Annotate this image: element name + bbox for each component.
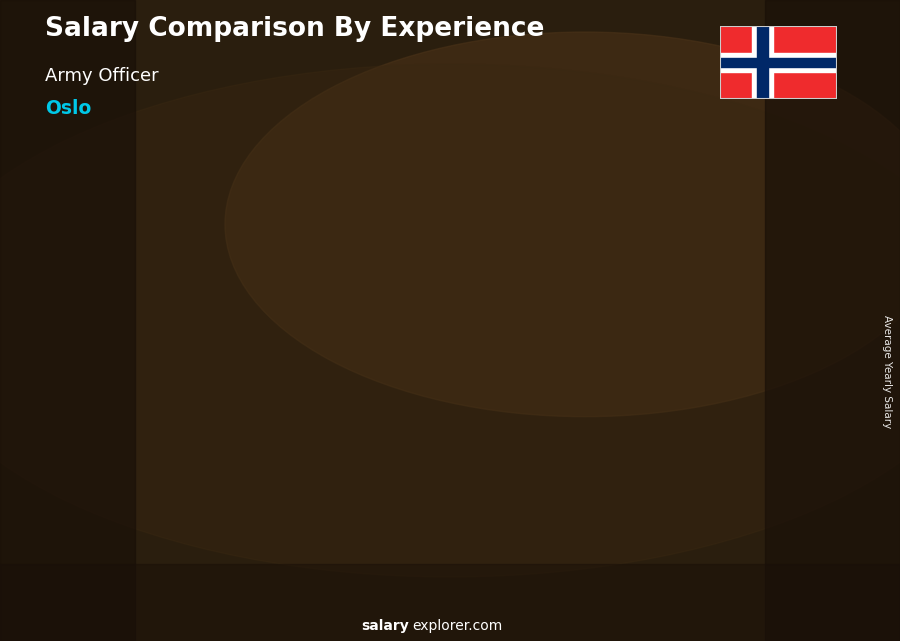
Text: explorer.com: explorer.com (412, 619, 502, 633)
Text: Average Yearly Salary: Average Yearly Salary (881, 315, 892, 428)
Bar (610, 0, 668, 253)
Text: Salary Comparison By Experience: Salary Comparison By Experience (45, 16, 544, 42)
Text: 717,000 NOK: 717,000 NOK (464, 250, 551, 263)
Text: 782,000 NOK: 782,000 NOK (595, 224, 683, 237)
Bar (665, 247, 673, 558)
Bar (765, 0, 900, 641)
Text: 398,000 NOK: 398,000 NOK (199, 376, 287, 390)
Bar (472, 272, 541, 558)
Bar (341, 324, 410, 558)
Text: 588,000 NOK: 588,000 NOK (331, 301, 418, 314)
Ellipse shape (225, 32, 900, 417)
Bar (0, 0, 135, 641)
Bar (346, 94, 404, 328)
Text: Army Officer: Army Officer (45, 67, 158, 85)
Text: +9%: +9% (548, 176, 598, 196)
Text: 298,000 NOK: 298,000 NOK (68, 416, 155, 429)
Text: salary: salary (362, 619, 410, 633)
Bar (76, 439, 85, 558)
Bar (797, 221, 806, 558)
Bar (605, 247, 613, 558)
Text: Oslo: Oslo (45, 99, 91, 119)
Bar (401, 324, 410, 558)
Bar (341, 324, 349, 558)
Text: 846,000 NOK: 846,000 NOK (727, 199, 814, 212)
Bar (209, 399, 217, 558)
Bar (478, 0, 536, 278)
Bar (137, 439, 145, 558)
Bar (533, 272, 541, 558)
Bar (720, 53, 837, 72)
Bar (742, 0, 800, 228)
Text: +22%: +22% (410, 202, 472, 221)
Bar (720, 58, 837, 67)
Bar (737, 221, 806, 558)
Bar (82, 323, 140, 442)
Bar (209, 399, 277, 558)
Bar (76, 439, 145, 558)
Bar (752, 26, 773, 99)
Bar (472, 272, 481, 558)
Bar (0, 564, 900, 641)
Bar (605, 247, 673, 558)
Text: +8%: +8% (680, 151, 730, 170)
Bar (214, 244, 272, 403)
Text: +48%: +48% (277, 253, 340, 272)
Bar (757, 26, 768, 99)
Text: +34%: +34% (146, 329, 209, 348)
Bar (737, 221, 745, 558)
Ellipse shape (0, 64, 900, 577)
Bar (269, 399, 277, 558)
